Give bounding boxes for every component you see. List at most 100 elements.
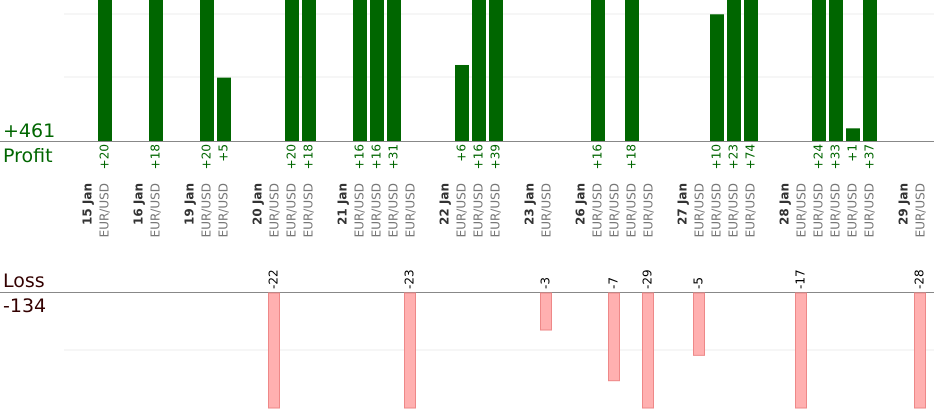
- loss-bar: [540, 292, 552, 331]
- profit-value-label: +1: [846, 144, 860, 162]
- profit-value-label: +74: [744, 144, 758, 169]
- date-label: 29 Jan: [897, 183, 911, 225]
- profit-bar: [812, 0, 826, 141]
- pair-label: EUR/USD: [387, 183, 401, 237]
- pair-label: EUR/USD: [744, 183, 758, 237]
- profit-bar: [200, 0, 214, 141]
- profit-bar: [387, 0, 401, 141]
- profit-value-label: +18: [149, 144, 163, 169]
- pair-label: EUR/USD: [812, 183, 826, 237]
- pair-label: EUR/USD: [370, 183, 384, 237]
- loss-bar: [693, 292, 705, 356]
- profit-bar: [217, 77, 231, 141]
- loss-label: Loss: [3, 270, 45, 292]
- pair-label: EUR/USD: [404, 183, 418, 237]
- loss-bar: [268, 292, 280, 409]
- pair-label: EUR/USD: [829, 183, 843, 237]
- pair-label: EUR/USD: [472, 183, 486, 237]
- pair-label: EUR/USD: [200, 183, 214, 237]
- pair-label: EUR/USD: [285, 183, 299, 237]
- date-label: 20 Jan: [251, 183, 265, 225]
- profit-bar: [285, 0, 299, 141]
- profit-value-label: +20: [98, 144, 112, 169]
- profit-label: Profit: [3, 145, 53, 167]
- profit-bar: [625, 0, 639, 141]
- profit-value-label: +16: [370, 144, 384, 169]
- profit-value-label: +20: [200, 144, 214, 169]
- loss-value-label: -29: [641, 269, 655, 289]
- pair-label: EUR/USD: [863, 183, 877, 237]
- date-label: 19 Jan: [183, 183, 197, 225]
- profit-bar: [370, 0, 384, 141]
- loss-total: -134: [3, 295, 47, 317]
- loss-bar: [642, 292, 654, 409]
- loss-value-label: -7: [607, 277, 621, 289]
- profit-bar: [727, 0, 741, 141]
- profit-bar: [302, 0, 316, 141]
- pair-label: EUR/USD: [846, 183, 860, 237]
- profit-bar: [591, 0, 605, 141]
- profit-value-label: +23: [727, 144, 741, 169]
- pair-label: EUR/USD: [217, 183, 231, 237]
- profit-bar: [710, 14, 724, 141]
- pair-label: EUR/USD: [795, 183, 809, 237]
- loss-bar: [404, 292, 416, 409]
- bars: [98, 0, 926, 409]
- pair-label: EUR/USD: [455, 183, 469, 237]
- pair-label: EUR/USD: [914, 183, 928, 237]
- profit-bar: [98, 0, 112, 141]
- profit-value-label: +6: [455, 144, 469, 162]
- profit-bar: [846, 128, 860, 141]
- loss-value-label: -5: [692, 277, 706, 289]
- profit-bar: [489, 0, 503, 141]
- loss-value-label: -28: [913, 269, 927, 289]
- axes: [0, 141, 934, 293]
- loss-value-label: -3: [539, 277, 553, 289]
- date-label: 21 Jan: [336, 183, 350, 225]
- date-label: 26 Jan: [574, 183, 588, 225]
- pair-label: EUR/USD: [302, 183, 316, 237]
- date-label: 27 Jan: [676, 183, 690, 225]
- profit-value-label: +10: [710, 144, 724, 169]
- date-label: 16 Jan: [132, 183, 146, 225]
- profit-bar: [472, 0, 486, 141]
- pair-label: EUR/USD: [98, 183, 112, 237]
- date-label: 28 Jan: [778, 183, 792, 225]
- profit-total: +461: [3, 120, 56, 142]
- profit-value-label: +33: [829, 144, 843, 169]
- loss-value-label: -23: [403, 269, 417, 289]
- pair-label: EUR/USD: [727, 183, 741, 237]
- profit-value-label: +39: [489, 144, 503, 169]
- pair-label: EUR/USD: [608, 183, 622, 237]
- pair-label: EUR/USD: [268, 183, 282, 237]
- loss-value-label: -17: [794, 269, 808, 289]
- profit-value-label: +16: [353, 144, 367, 169]
- profit-value-label: +24: [812, 144, 826, 169]
- profit-value-label: +5: [217, 144, 231, 162]
- profit-bar: [863, 0, 877, 141]
- profit-bar: [455, 64, 469, 141]
- profit-bar: [353, 0, 367, 141]
- profit-value-label: +20: [285, 144, 299, 169]
- pair-label: EUR/USD: [489, 183, 503, 237]
- date-label: 23 Jan: [523, 183, 537, 225]
- loss-value-label: -22: [267, 269, 281, 289]
- pair-label: EUR/USD: [591, 183, 605, 237]
- date-label: 22 Jan: [438, 183, 452, 225]
- profit-value-label: +18: [302, 144, 316, 169]
- profit-value-label: +31: [387, 144, 401, 169]
- pair-label: EUR/USD: [693, 183, 707, 237]
- profit-value-label: +37: [863, 144, 877, 169]
- pair-label: EUR/USD: [642, 183, 656, 237]
- profit-value-label: +18: [625, 144, 639, 169]
- loss-bar: [795, 292, 807, 409]
- profit-bar: [744, 0, 758, 141]
- pair-label: EUR/USD: [353, 183, 367, 237]
- pair-label: EUR/USD: [710, 183, 724, 237]
- loss-bar: [914, 292, 926, 409]
- pair-label: EUR/USD: [540, 183, 554, 237]
- profit-bar: [829, 0, 843, 141]
- date-label: 15 Jan: [81, 183, 95, 225]
